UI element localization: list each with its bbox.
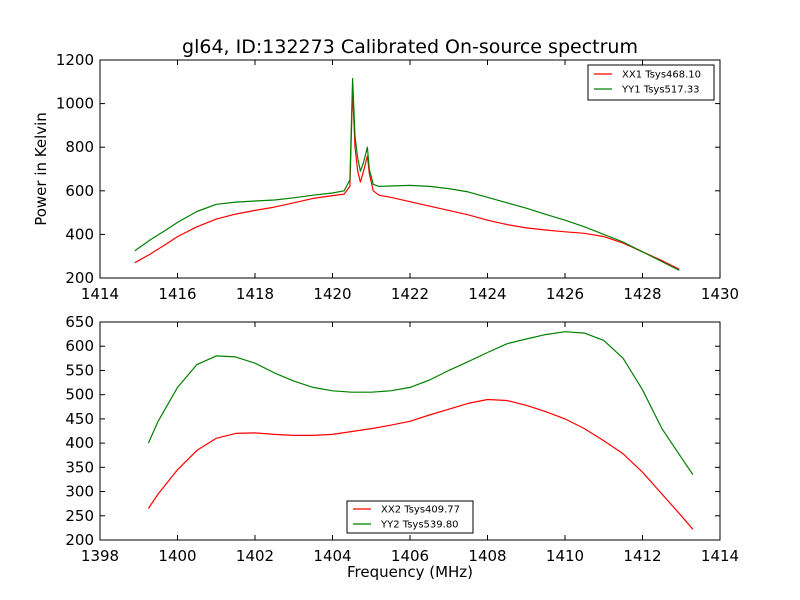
bottom-xtick-label: 1408 xyxy=(468,547,506,565)
bottom-xtick-label: 1414 xyxy=(701,547,739,565)
bottom-series-line-0 xyxy=(147,398,694,530)
top-xtick-label: 1418 xyxy=(236,285,274,303)
top-xtick-label: 1416 xyxy=(158,285,196,303)
bottom-xtick-label: 1402 xyxy=(236,547,274,565)
top-xtick-label: 1426 xyxy=(546,285,584,303)
bottom-ytick-label: 300 xyxy=(65,483,94,501)
top-plot-frame xyxy=(99,59,721,279)
bottom-ytick-label: 550 xyxy=(65,361,94,379)
top-ytick-label: 1000 xyxy=(56,95,94,113)
bottom-plot-ticks: 1398 1400 1402 1404 1406 1408 1410 1412 1414 200 2… xyxy=(65,313,739,565)
top-plot-title: gl64, ID:132273 Calibrated On-source spe… xyxy=(182,36,638,58)
bottom-ytick-label: 500 xyxy=(65,386,94,404)
top-ytick-label: 800 xyxy=(65,138,94,156)
top-plot-series xyxy=(134,77,680,271)
bottom-plot: Frequency (MHz) 1398 1400 1402 1404 1406 1408… xyxy=(65,313,739,581)
bottom-ytick-label: 450 xyxy=(65,410,94,428)
top-series-line-1 xyxy=(134,77,680,271)
top-plot-ticks: 1414 1416 1418 1420 1422 1424 1426 1428 1430 200 4… xyxy=(56,51,739,303)
bottom-xtick-label: 1412 xyxy=(623,547,661,565)
top-plot: gl64, ID:132273 Calibrated On-source spe… xyxy=(32,36,739,303)
bottom-legend-box xyxy=(346,500,474,534)
bottom-ytick-label: 600 xyxy=(65,337,94,355)
bottom-legend-label-yy2: YY2 Tsys539.80 xyxy=(380,520,459,531)
top-legend-label-xx1: XX1 Tsys468.10 xyxy=(622,70,701,81)
top-plot-ylabel: Power in Kelvin xyxy=(32,112,50,226)
top-xtick-label: 1414 xyxy=(81,285,119,303)
top-legend-label-yy1: YY1 Tsys517.33 xyxy=(621,85,700,96)
bottom-xtick-label: 1398 xyxy=(81,547,119,565)
bottom-ytick-label: 400 xyxy=(65,434,94,452)
top-xtick-label: 1422 xyxy=(391,285,429,303)
top-ytick-label: 200 xyxy=(65,269,94,287)
bottom-xtick-label: 1404 xyxy=(313,547,351,565)
bottom-xtick-label: 1406 xyxy=(391,547,429,565)
bottom-xtick-label: 1400 xyxy=(158,547,196,565)
bottom-plot-xlabel: Frequency (MHz) xyxy=(347,563,473,581)
top-legend-box xyxy=(587,64,715,101)
top-ytick-label: 600 xyxy=(65,182,94,200)
top-ytick-label: 400 xyxy=(65,225,94,243)
bottom-plot-legend: XX2 Tsys409.77 YY2 Tsys539.80 xyxy=(346,500,474,534)
top-series-line-0 xyxy=(134,89,680,270)
bottom-ytick-label: 250 xyxy=(65,507,94,525)
top-xtick-label: 1424 xyxy=(468,285,506,303)
bottom-legend-label-xx2: XX2 Tsys409.77 xyxy=(381,505,460,516)
bottom-xtick-label: 1410 xyxy=(546,547,584,565)
top-xtick-label: 1430 xyxy=(701,285,739,303)
bottom-ytick-label: 350 xyxy=(65,458,94,476)
top-xtick-label: 1428 xyxy=(623,285,661,303)
top-plot-legend: XX1 Tsys468.10 YY1 Tsys517.33 xyxy=(587,64,715,101)
bottom-series-line-1 xyxy=(147,331,694,475)
bottom-ytick-label: 200 xyxy=(65,531,94,549)
bottom-plot-series xyxy=(147,331,694,530)
bottom-ytick-label: 650 xyxy=(65,313,94,331)
top-xtick-label: 1420 xyxy=(313,285,351,303)
top-ytick-label: 1200 xyxy=(56,51,94,69)
bottom-plot-frame xyxy=(99,321,721,541)
